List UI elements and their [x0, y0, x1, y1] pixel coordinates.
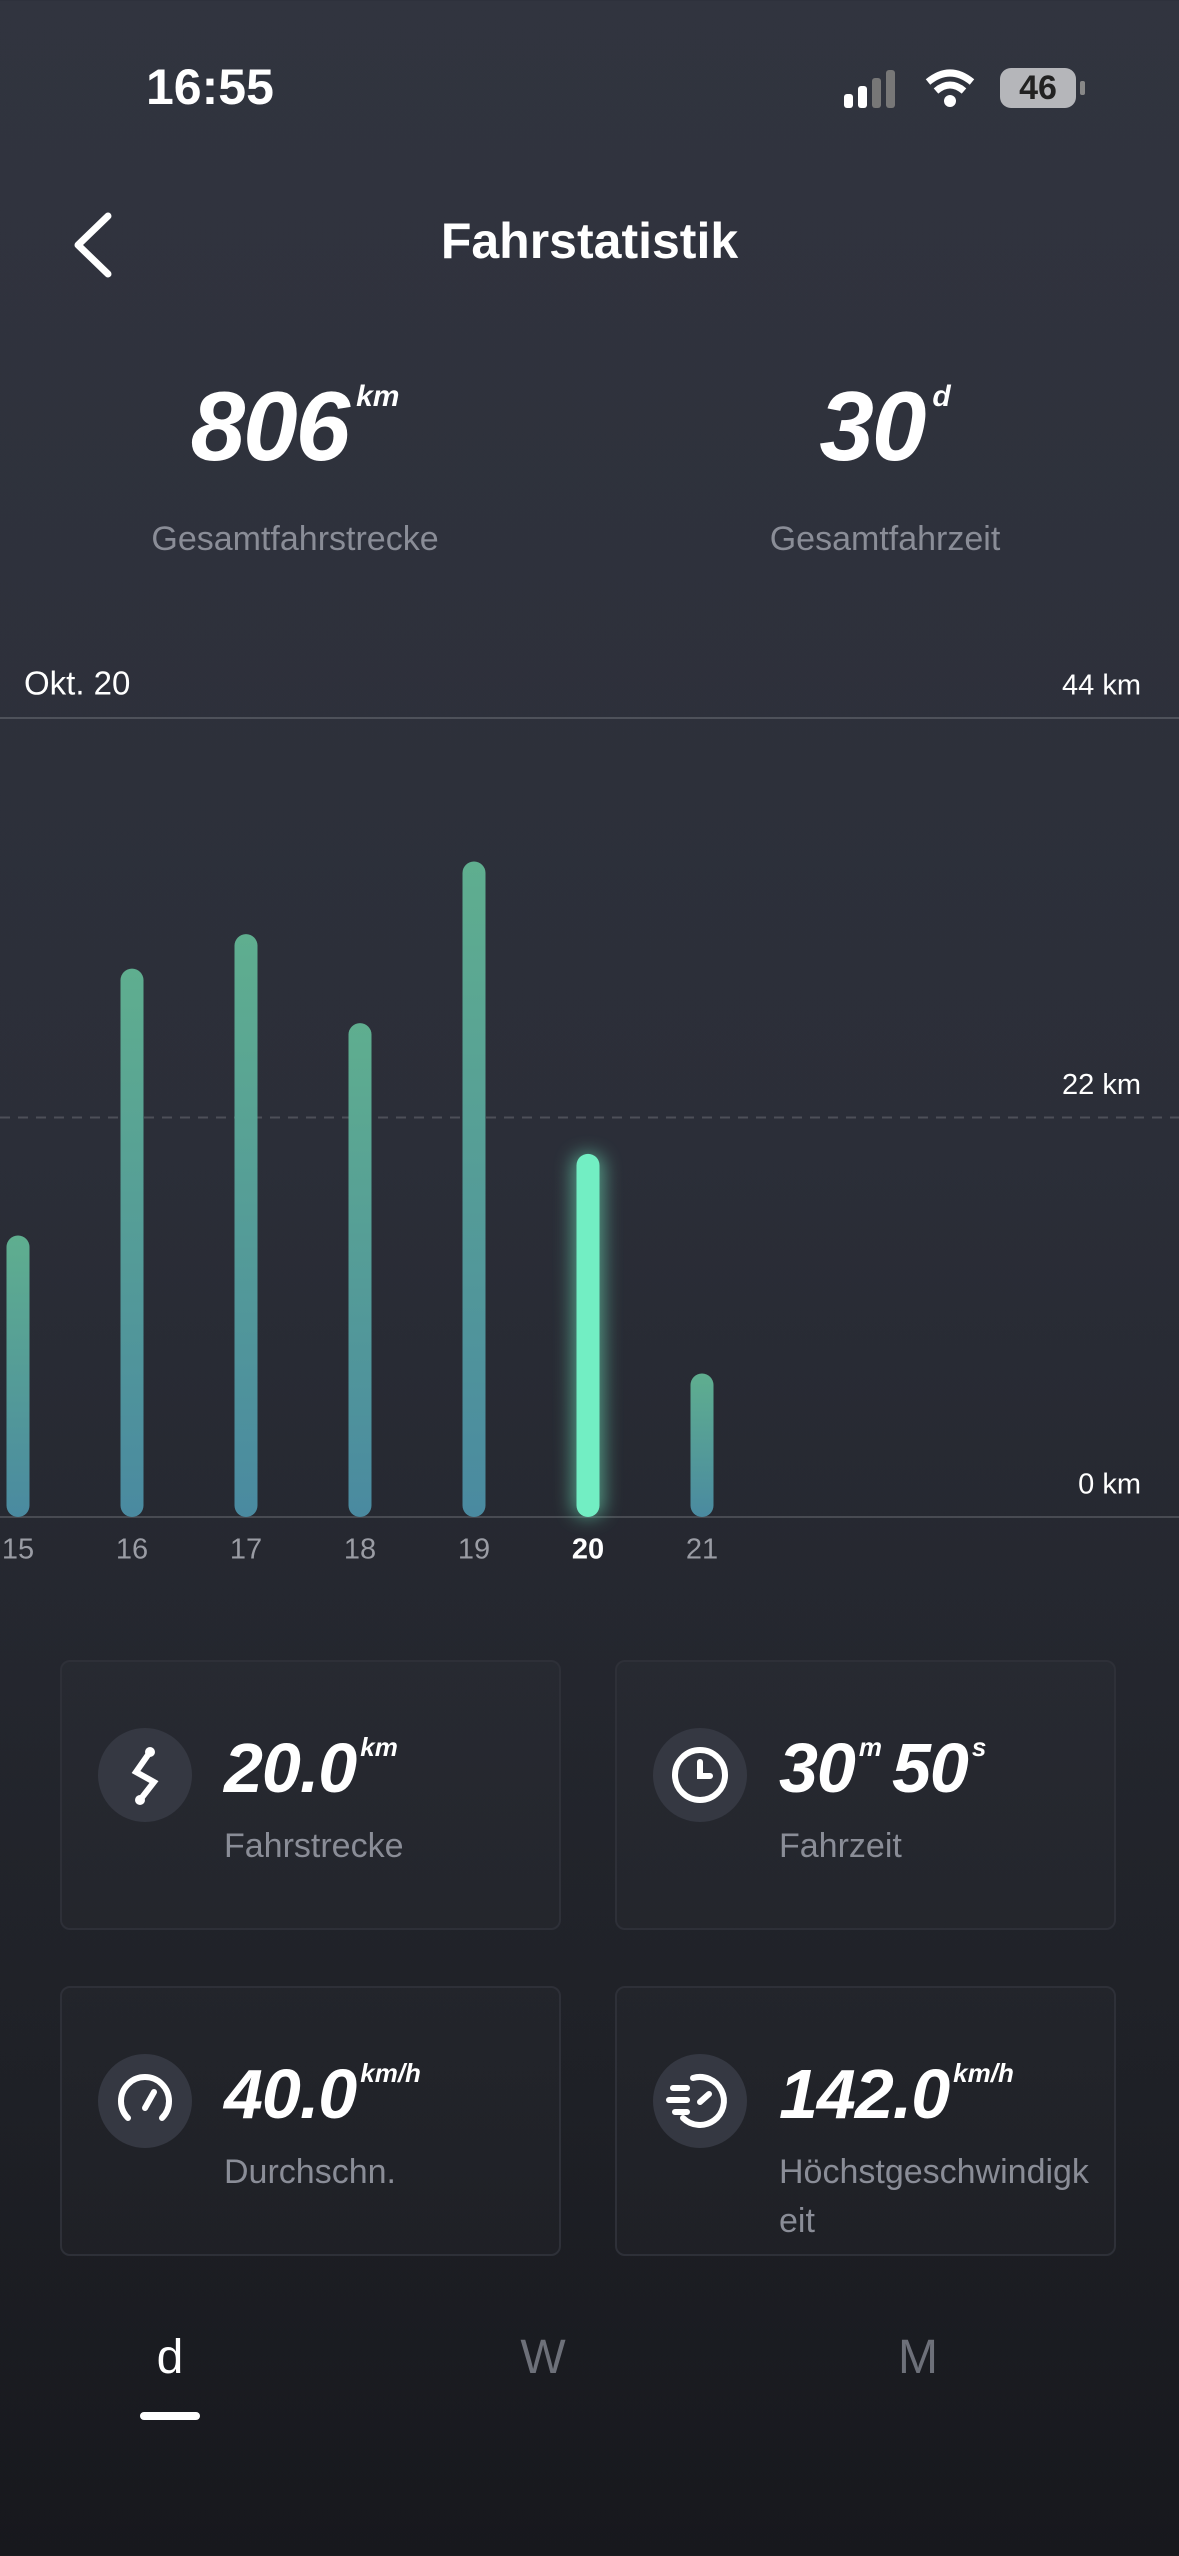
- total-distance-unit: km: [356, 380, 400, 413]
- card-unit: m: [858, 1732, 882, 1762]
- status-time: 16:55: [146, 59, 274, 115]
- bar: [690, 1373, 714, 1517]
- card-value: 50: [892, 1729, 969, 1807]
- page-title: Fahrstatistik: [440, 213, 739, 269]
- card-distance: 20.0 km Fahrstrecke: [60, 1660, 561, 1930]
- x-tick-label: 19: [458, 1534, 490, 1566]
- card-unit: km/h: [360, 2058, 421, 2088]
- icon-gauge: [98, 2054, 192, 2148]
- card-average: 40.0 km/h Durchschn.: [60, 1986, 561, 2256]
- bar: [348, 1023, 372, 1517]
- tab-underline: [140, 2412, 200, 2420]
- bar: [576, 1153, 600, 1517]
- card-label: Fahrzeit: [779, 1827, 902, 1865]
- card-unit: s: [971, 1732, 987, 1762]
- bar: [120, 968, 144, 1517]
- x-tick-label: 17: [230, 1534, 262, 1566]
- y-tick-label: 44 km: [1062, 670, 1141, 702]
- x-tick-label: 15: [2, 1534, 34, 1566]
- tab[interactable]: d: [156, 2331, 184, 2384]
- tab[interactable]: M: [898, 2331, 938, 2384]
- x-tick-label: 20: [572, 1534, 604, 1566]
- total-distance: 806 km: [0, 370, 590, 483]
- tab[interactable]: W: [520, 2331, 566, 2384]
- card-label: Höchstgeschwindigkeit: [779, 2153, 1089, 2240]
- status-icons: 46: [844, 68, 1085, 108]
- back-button[interactable]: [68, 210, 118, 280]
- card-value: 30: [779, 1729, 856, 1807]
- card-value: 142.0: [779, 2055, 950, 2133]
- x-tick-label: 16: [116, 1534, 148, 1566]
- bar: [234, 934, 258, 1517]
- x-tick-label: 18: [344, 1534, 376, 1566]
- battery-level: 46: [1019, 69, 1057, 107]
- y-tick-label: 0 km: [1078, 1469, 1141, 1501]
- total-time-unit: d: [932, 380, 951, 413]
- y-tick-label: 22 km: [1062, 1069, 1141, 1101]
- total-time: 30 d: [590, 370, 1179, 483]
- chart: Okt. 20 0 km 22 km 44 km 15 16 17 18 19 20 21: [0, 665, 1179, 1566]
- card-value: 20.0: [224, 1729, 357, 1807]
- card-max: 142.0 km/h Höchstgeschwindigkeit: [615, 1986, 1116, 2256]
- chart-subtitle: Okt. 20: [24, 665, 130, 702]
- card-label: Durchschn.: [224, 2153, 396, 2191]
- card-time: 30 m 50 s Fahrzeit: [615, 1660, 1116, 1930]
- card-value: 40.0: [224, 2055, 357, 2133]
- total-time-label: Gesamtfahrzeit: [769, 520, 1001, 558]
- card-unit: km/h: [953, 2058, 1014, 2088]
- icon-speed: [653, 2054, 747, 2148]
- bar: [6, 1235, 30, 1517]
- total-time-value: 30: [819, 371, 926, 481]
- x-tick-label: 21: [686, 1534, 718, 1566]
- card-unit: km: [360, 1732, 398, 1762]
- bar: [462, 861, 486, 1517]
- icon-clock: [653, 1728, 747, 1822]
- icon-route: [98, 1728, 192, 1822]
- card-label: Fahrstrecke: [224, 1827, 404, 1865]
- total-distance-value: 806: [190, 371, 351, 481]
- total-distance-label: Gesamtfahrstrecke: [151, 520, 439, 558]
